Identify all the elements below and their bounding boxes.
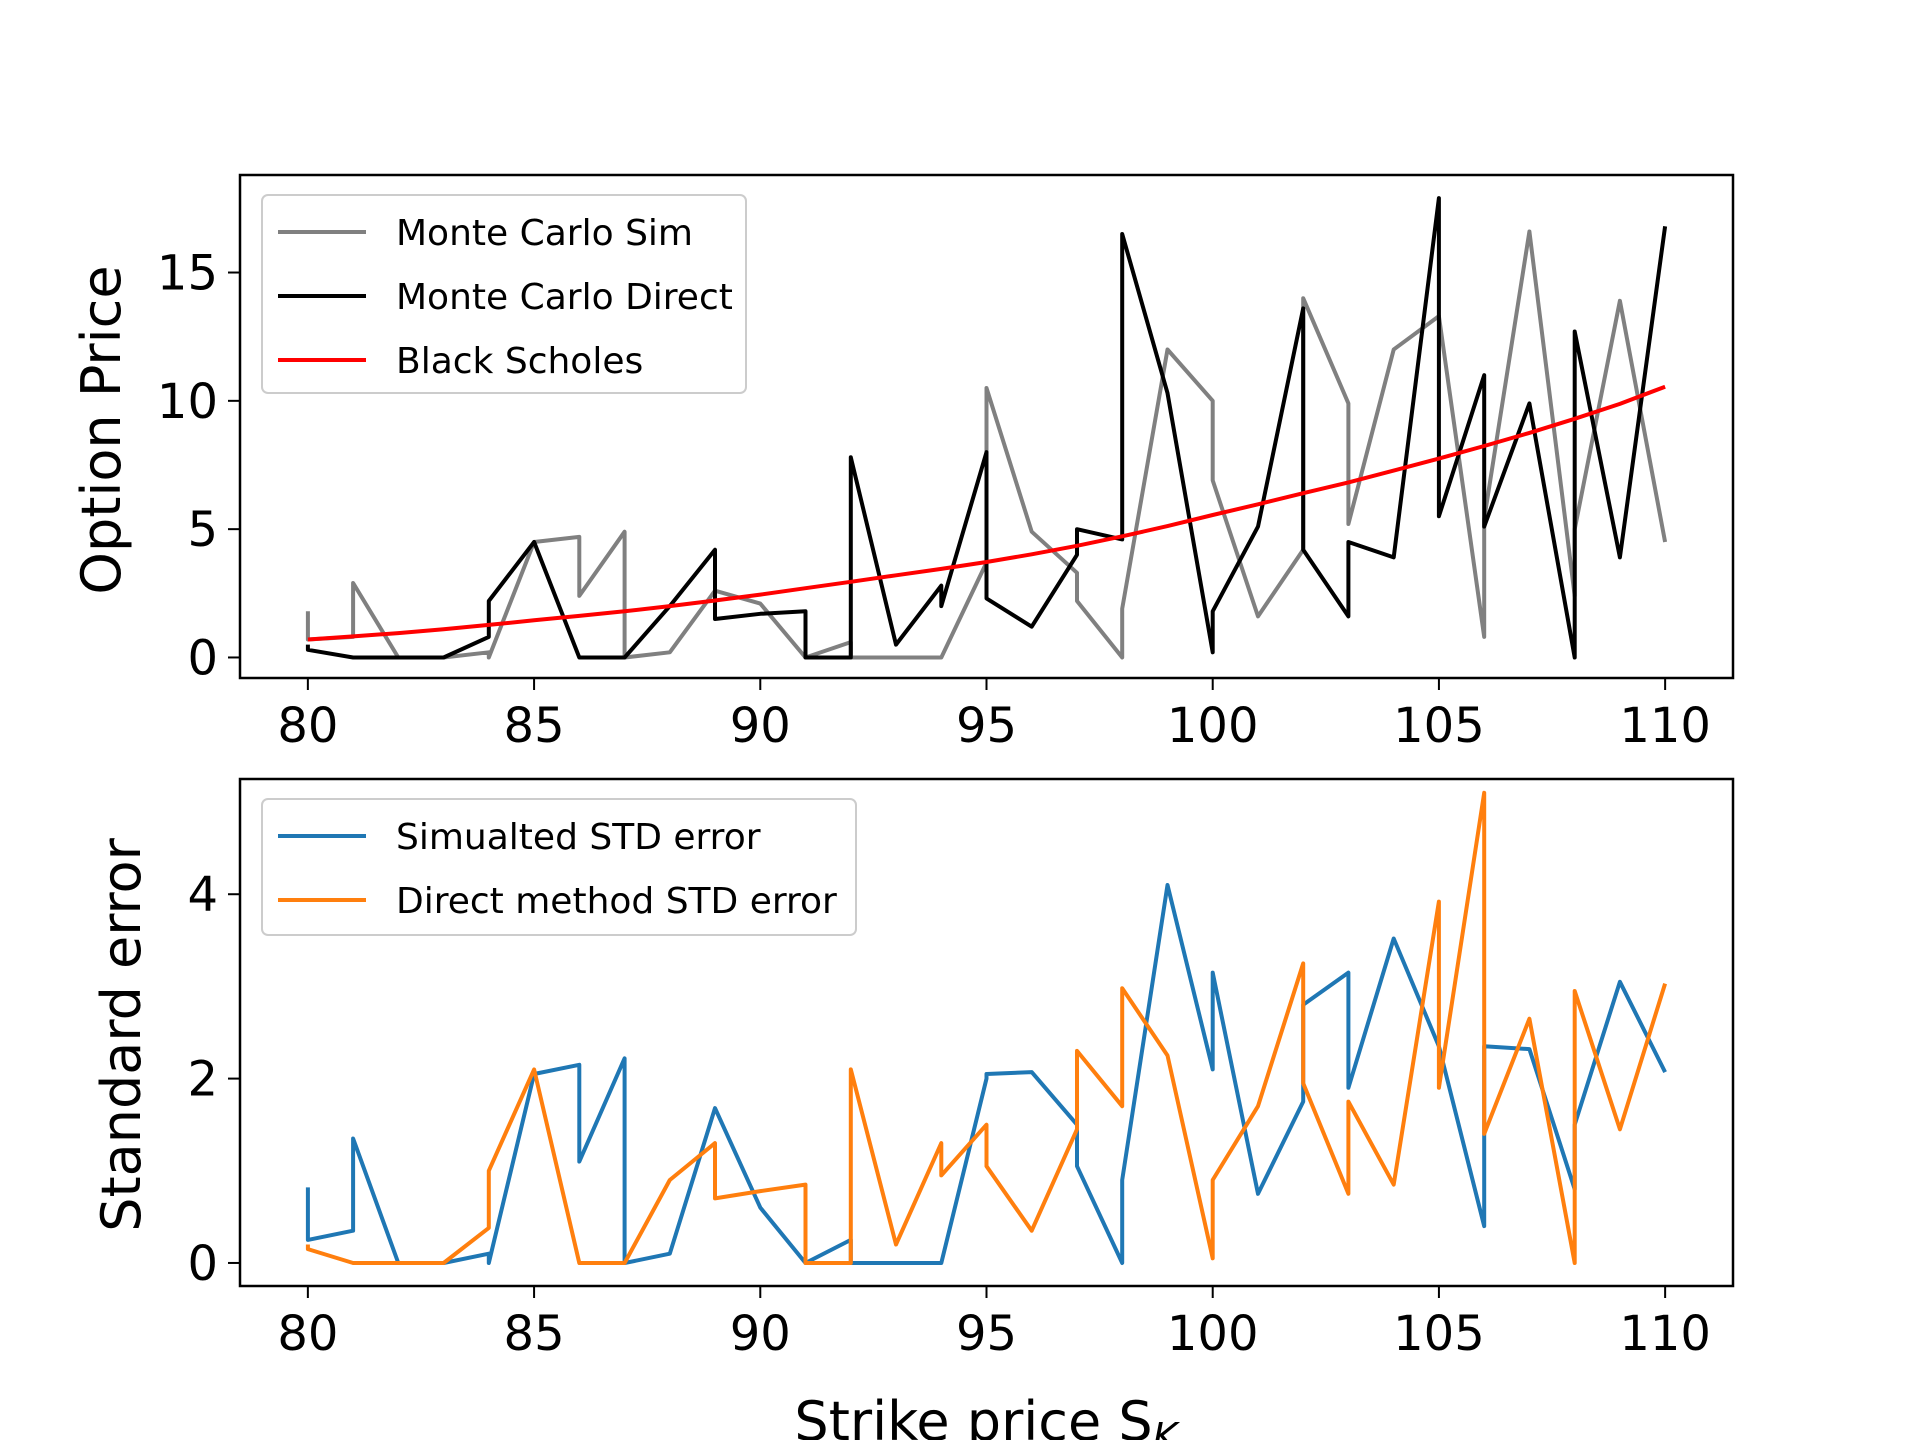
legend-entry-label: Black Scholes	[396, 341, 643, 382]
legend-frame	[261, 194, 747, 394]
y-tick-label: 15	[157, 246, 218, 302]
legend-entry-label: Simualted STD error	[396, 817, 761, 858]
y-axis-title-option-price: Option Price	[70, 265, 133, 594]
y-tick-label: 0	[187, 630, 218, 686]
x-tick-label: 95	[956, 1306, 1017, 1362]
series-line-1-0	[305, 883, 1667, 1265]
legend-top: Monte Carlo Sim Monte Carlo Direct Black S…	[261, 194, 747, 394]
legend-entry-label: Monte Carlo Sim	[396, 213, 693, 254]
legend-entry-label: Monte Carlo Direct	[396, 277, 733, 318]
series-line-0-2	[307, 384, 1666, 642]
x-tick-label: 105	[1393, 698, 1485, 754]
series-line-1-1	[305, 790, 1668, 1265]
standard-error-panel: Standard error Strike price SK Simualted…	[90, 777, 1735, 1440]
x-axis-title-strike-price: Strike price SK	[794, 1390, 1180, 1440]
x-tick-label: 80	[277, 698, 338, 754]
x-tick-label: 90	[730, 698, 791, 754]
y-tick-label: 0	[187, 1236, 218, 1292]
legend-entry-label: Direct method STD error	[396, 881, 837, 922]
x-tick-label: 100	[1167, 1306, 1259, 1362]
y-tick-label: 4	[187, 867, 218, 923]
x-tick-label: 80	[277, 1306, 338, 1362]
y-tick-label: 5	[187, 502, 218, 558]
y-tick-label: 10	[157, 374, 218, 430]
x-tick-label: 95	[956, 698, 1017, 754]
legend-frame	[261, 798, 857, 936]
x-tick-label: 110	[1619, 1306, 1711, 1362]
x-tick-label: 100	[1167, 698, 1259, 754]
x-tick-label: 110	[1619, 698, 1711, 754]
x-tick-label: 105	[1393, 1306, 1485, 1362]
y-tick-label: 2	[187, 1052, 218, 1108]
legend-bottom: Simualted STD error Direct method STD err…	[261, 798, 857, 936]
y-axis-title-standard-error: Standard error	[90, 837, 153, 1231]
x-tick-label: 90	[730, 1306, 791, 1362]
x-tick-label: 85	[504, 1306, 565, 1362]
x-tick-label: 85	[504, 698, 565, 754]
series-line-0-1	[305, 196, 1668, 660]
